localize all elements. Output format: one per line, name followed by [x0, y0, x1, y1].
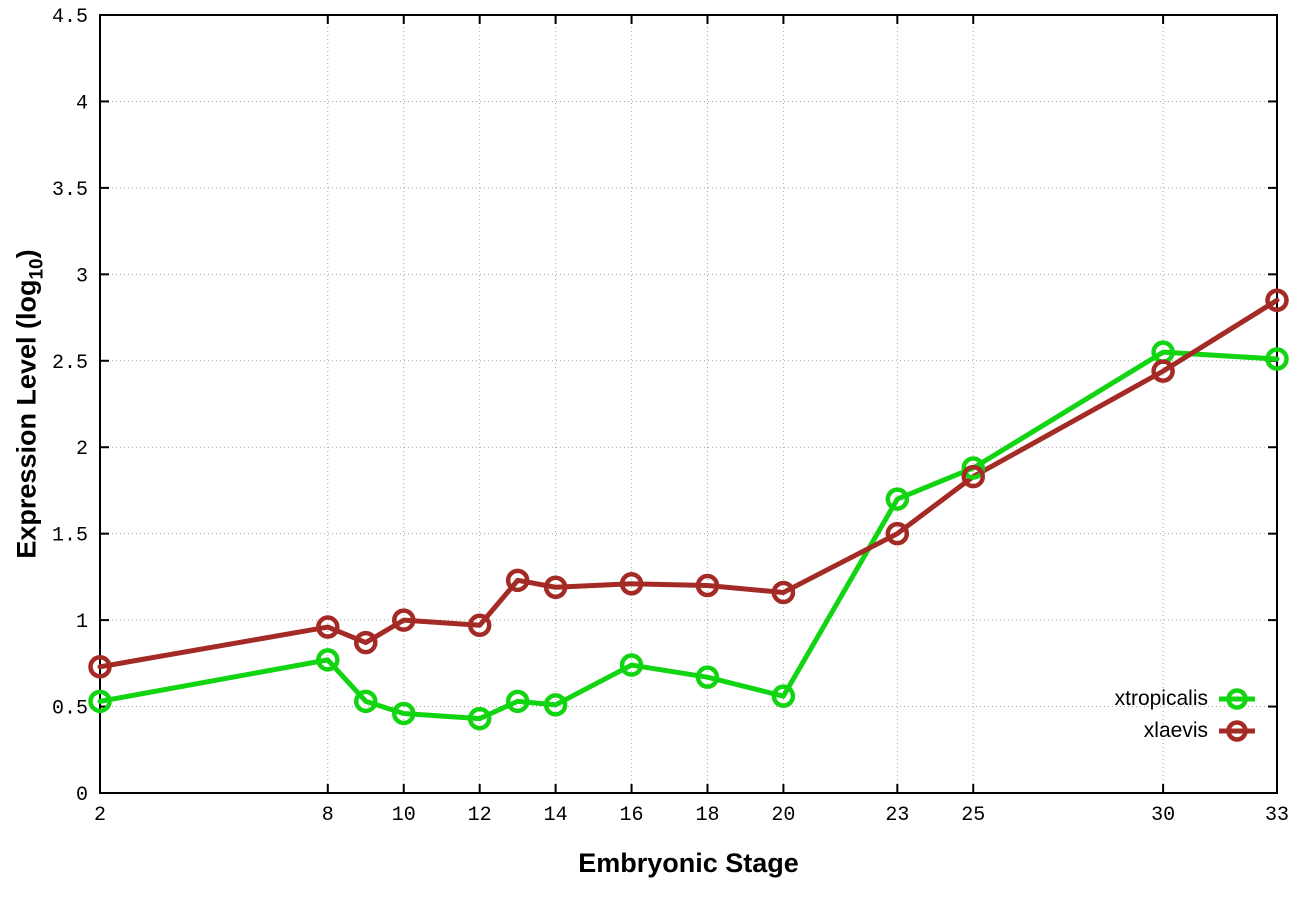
data-point — [695, 573, 720, 598]
data-point — [88, 689, 112, 714]
series-points-xlaevis — [88, 288, 1289, 679]
legend-label-xlaevis: xlaevis — [1143, 719, 1208, 742]
legend-label-xtropicalis: xtropicalis — [1114, 687, 1208, 710]
data-point — [505, 689, 530, 714]
data-point — [771, 580, 796, 605]
data-point — [316, 615, 340, 639]
legend-item-xlaevis: xlaevis — [1144, 717, 1256, 745]
data-point — [1265, 347, 1289, 371]
data-point — [1151, 359, 1175, 383]
data-point — [885, 521, 910, 546]
y-tick-label: 0.5 — [52, 698, 88, 721]
y-tick-label: 1 — [76, 611, 88, 634]
data-point — [961, 456, 986, 480]
data-point — [695, 665, 720, 689]
x-tick-label: 18 — [695, 804, 719, 827]
legend-item-xtropicalis: xtropicalis — [1115, 685, 1256, 713]
data-point — [961, 464, 986, 489]
legend-marker-xtropicalis — [1219, 688, 1255, 710]
data-point — [885, 487, 910, 511]
data-point — [619, 572, 644, 596]
legend-marker-xlaevis — [1219, 720, 1255, 742]
y-tick-label: 2.5 — [52, 352, 88, 375]
y-tick-label: 3.5 — [52, 179, 88, 202]
data-point — [619, 653, 644, 677]
data-point — [505, 568, 530, 593]
x-tick-label: 33 — [1265, 804, 1289, 827]
data-point — [354, 630, 378, 655]
x-tick-label: 8 — [322, 804, 334, 827]
data-point — [354, 689, 378, 714]
y-axis-title-suffix: ) — [11, 249, 42, 259]
x-tick-label: 20 — [771, 804, 795, 827]
y-tick-label: 4 — [76, 92, 88, 115]
y-tick-label: 1.5 — [52, 525, 88, 548]
y-tick-label: 4.5 — [52, 6, 88, 29]
series-line-xtropicalis — [97, 349, 1280, 722]
x-axis-title: Embryonic Stage — [578, 848, 799, 878]
x-tick-label: 16 — [620, 804, 644, 827]
data-point — [391, 701, 416, 726]
x-tick-label: 14 — [544, 804, 568, 827]
x-tick-label: 2 — [94, 804, 106, 827]
data-point — [1265, 288, 1289, 313]
data-point — [88, 655, 112, 679]
legend: xtropicalis xlaevis — [1115, 685, 1256, 745]
y-axis-title-text: Expression Level (log — [11, 279, 42, 559]
y-axis-title: Expression Level (log10) — [11, 249, 48, 559]
x-tick-label: 23 — [885, 804, 909, 827]
y-tick-label: 2 — [76, 438, 88, 461]
data-point — [543, 575, 568, 600]
data-point — [467, 613, 492, 638]
y-axis-title-subscript: 10 — [26, 258, 48, 280]
tick-layer — [99, 14, 1278, 794]
x-tick-label: 25 — [961, 804, 985, 827]
series-points-xtropicalis — [88, 340, 1289, 731]
series-line-xlaevis — [97, 297, 1280, 670]
data-point — [771, 684, 796, 708]
data-point — [467, 706, 492, 731]
data-point — [391, 608, 416, 632]
x-tick-label: 12 — [468, 804, 492, 827]
x-tick-label: 10 — [392, 804, 416, 827]
tick-label-layer: 2 8 10 12 14 16 18 20 23 25 30 33 0 0.5 1 1.5 2 2.5 3 3.5 4 4… — [52, 6, 1289, 827]
data-point — [543, 693, 568, 717]
y-tick-label: 0 — [76, 784, 88, 807]
y-tick-label: 3 — [76, 265, 88, 288]
plot-border — [99, 14, 1278, 794]
x-tick-label: 30 — [1151, 804, 1175, 827]
data-point — [316, 648, 340, 672]
